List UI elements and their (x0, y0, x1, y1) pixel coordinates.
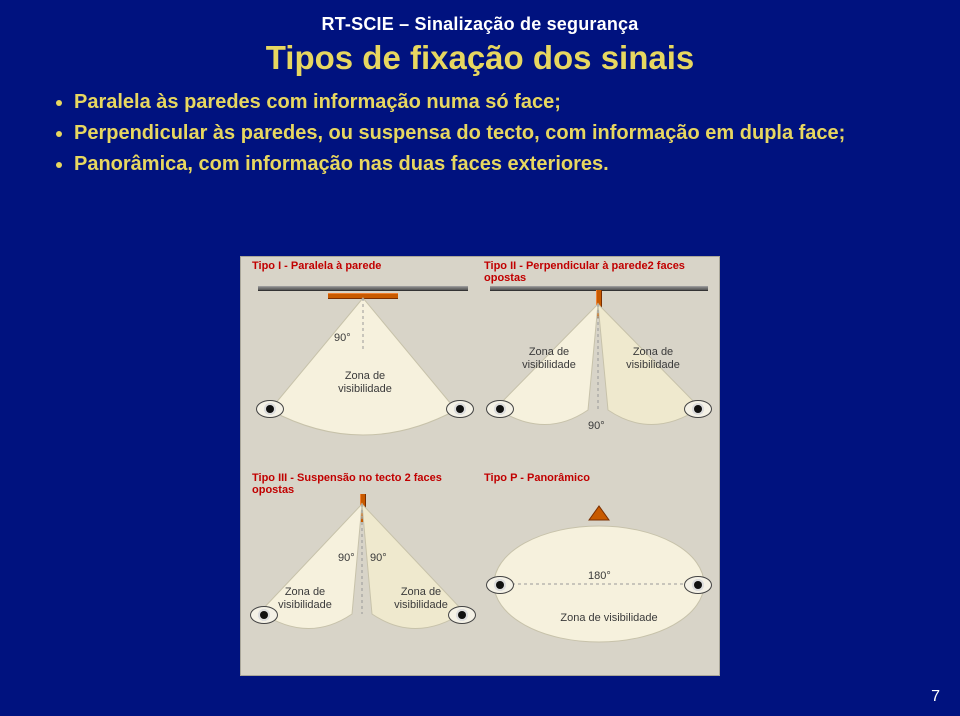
panel-tipo-3: Tipo III - Suspensão no tecto 2 faces op… (248, 472, 480, 668)
zone-label: Zona de visibilidade (549, 612, 669, 625)
angle-label: 90° (588, 420, 605, 432)
zone-label: Zona de visibilidade (330, 370, 400, 395)
zone-label-line: Zona de (401, 586, 441, 598)
zone-label-line: Zona de (633, 346, 673, 358)
eye-icon (684, 576, 712, 594)
bullet-list: Paralela às paredes com informação numa … (56, 89, 922, 178)
zone-label-line: visibilidade (278, 599, 332, 611)
slide-title: Tipos de fixação dos sinais (38, 39, 922, 77)
panel-title: Tipo II - Perpendicular à parede2 faces … (484, 260, 716, 284)
panel-title: Tipo III - Suspensão no tecto 2 faces op… (252, 472, 480, 496)
eye-icon (446, 400, 474, 418)
page-number: 7 (931, 688, 940, 706)
slide-root: RT-SCIE – Sinalização de segurança Tipos… (0, 0, 960, 716)
eye-icon (486, 576, 514, 594)
zone-label: Zona de visibilidade (386, 586, 456, 611)
panel-tipo-1: Tipo I - Paralela à parede 90° Zona de v… (248, 260, 480, 460)
panel-title: Tipo P - Panorâmico (484, 472, 590, 484)
zone-label-line: Zona de (285, 586, 325, 598)
eye-icon (256, 400, 284, 418)
angle-label: 180° (588, 570, 611, 582)
zone-label-line: visibilidade (338, 383, 392, 395)
list-item: Perpendicular às paredes, ou suspensa do… (74, 120, 922, 147)
eye-icon (486, 400, 514, 418)
panel-tipo-2: Tipo II - Perpendicular à parede2 faces … (484, 260, 716, 460)
zone-label-line: visibilidade (626, 359, 680, 371)
figure-image: Tipo I - Paralela à parede 90° Zona de v… (240, 256, 720, 676)
course-title: RT-SCIE – Sinalização de segurança (38, 14, 922, 35)
zone-label-line: Zona de (345, 370, 385, 382)
panel-tipo-p: Tipo P - Panorâmico 180° Zona de visibil… (484, 472, 716, 668)
panel-title: Tipo I - Paralela à parede (252, 260, 381, 272)
visibility-cone (484, 290, 716, 460)
list-item: Panorâmica, com informação nas duas face… (74, 151, 922, 178)
zone-label-line: visibilidade (394, 599, 448, 611)
list-item: Paralela às paredes com informação numa … (74, 89, 922, 116)
zone-label: Zona de visibilidade (618, 346, 688, 371)
visibility-cone (248, 494, 480, 668)
eye-icon (684, 400, 712, 418)
angle-label: 90° (370, 552, 387, 564)
angle-label: 90° (334, 332, 351, 344)
zone-label-line: Zona de (529, 346, 569, 358)
zone-label: Zona de visibilidade (270, 586, 340, 611)
zone-label: Zona de visibilidade (514, 346, 584, 371)
zone-label-line: visibilidade (522, 359, 576, 371)
angle-label: 90° (338, 552, 355, 564)
